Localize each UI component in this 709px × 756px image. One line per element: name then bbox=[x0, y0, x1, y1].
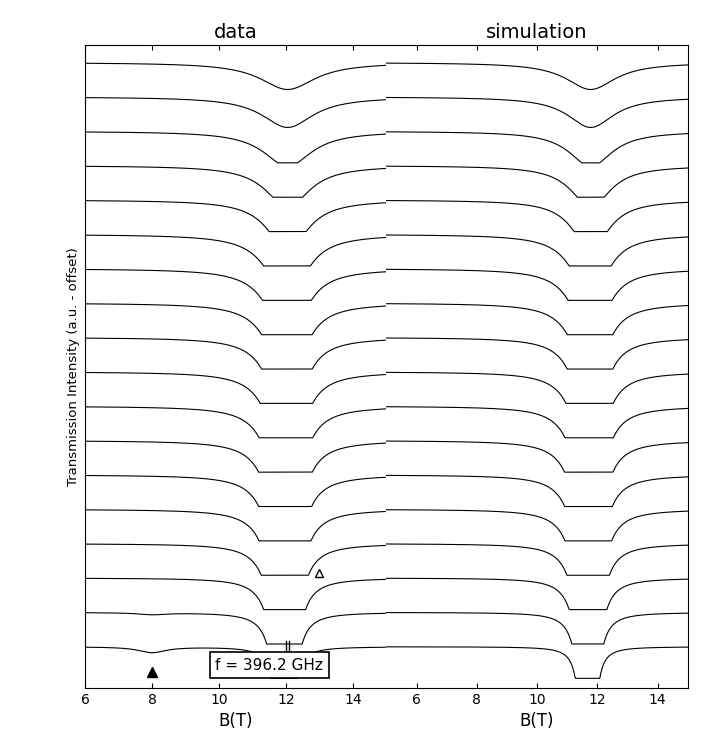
Text: 6K: 6K bbox=[388, 570, 401, 580]
Text: f = 396.2 GHz: f = 396.2 GHz bbox=[216, 658, 323, 673]
Text: 30K: 30K bbox=[388, 330, 407, 339]
Text: 80K: 80K bbox=[388, 192, 407, 202]
Text: 60K: 60K bbox=[388, 227, 407, 237]
Title: simulation: simulation bbox=[486, 23, 588, 42]
Text: 20K: 20K bbox=[388, 398, 407, 408]
Text: 4K: 4K bbox=[388, 605, 401, 615]
X-axis label: B(T): B(T) bbox=[218, 712, 253, 730]
Text: 120K: 120K bbox=[388, 123, 413, 133]
Title: data: data bbox=[214, 23, 257, 42]
X-axis label: B(T): B(T) bbox=[520, 712, 554, 730]
Text: 10K: 10K bbox=[388, 501, 407, 511]
Text: 2K: 2K bbox=[388, 639, 401, 649]
Text: 40K: 40K bbox=[388, 296, 407, 305]
Y-axis label: Transmission Intensity (a.u. - offset): Transmission Intensity (a.u. - offset) bbox=[67, 247, 79, 486]
Text: 50K: 50K bbox=[388, 261, 407, 271]
Text: 100K: 100K bbox=[388, 158, 413, 168]
Text: 25K: 25K bbox=[388, 364, 407, 374]
Text: 15K: 15K bbox=[388, 432, 407, 443]
Text: 8K: 8K bbox=[388, 536, 401, 546]
Text: 140K: 140K bbox=[388, 89, 413, 99]
Text: 12K: 12K bbox=[388, 467, 407, 477]
Text: 160K: 160K bbox=[388, 54, 413, 65]
